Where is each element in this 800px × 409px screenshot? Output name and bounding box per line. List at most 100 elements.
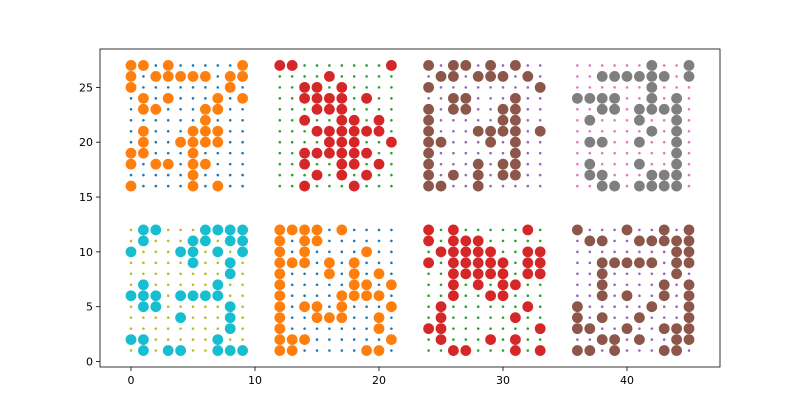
data-point-small	[576, 75, 579, 78]
data-point-small	[365, 228, 368, 232]
data-point-small	[377, 86, 381, 89]
data-point-large	[324, 312, 335, 324]
data-point-large	[423, 136, 434, 148]
data-point-small	[129, 272, 133, 276]
data-point-large	[683, 312, 695, 324]
x-tick-label: 30	[496, 374, 510, 387]
data-point-small	[526, 338, 530, 341]
data-point-small	[216, 118, 220, 122]
data-point-large	[187, 180, 199, 192]
data-point-small	[538, 338, 542, 341]
data-point-small	[452, 184, 455, 188]
data-point-large	[448, 345, 459, 356]
data-point-small	[166, 283, 170, 287]
data-point-small	[390, 349, 393, 352]
data-point-small	[675, 75, 678, 78]
data-point-small	[315, 327, 319, 330]
data-point-small	[662, 272, 666, 276]
data-point-large	[497, 114, 509, 126]
data-point-large	[286, 334, 298, 345]
data-point-large	[212, 345, 224, 356]
data-point-large	[534, 257, 546, 269]
data-point-large	[336, 147, 348, 159]
data-point-large	[138, 334, 149, 345]
data-point-small	[377, 184, 381, 188]
data-point-small	[576, 108, 579, 111]
data-point-large	[485, 290, 496, 302]
data-point-small	[501, 97, 505, 100]
data-point-small	[464, 316, 468, 319]
data-point-small	[588, 250, 592, 254]
data-point-large	[671, 235, 682, 247]
data-point-small	[514, 250, 517, 254]
data-point-small	[191, 272, 195, 276]
data-point-large	[274, 334, 286, 345]
data-point-large	[187, 136, 199, 148]
data-point-small	[154, 250, 158, 254]
data-point-small	[576, 272, 579, 276]
data-point-large	[634, 114, 645, 126]
data-point-small	[501, 316, 505, 319]
data-point-small	[228, 64, 232, 67]
data-point-small	[241, 108, 244, 111]
data-point-small	[625, 108, 629, 111]
data-point-large	[671, 323, 682, 335]
data-point-large	[386, 301, 397, 313]
data-point-large	[224, 81, 236, 93]
data-point-small	[278, 140, 282, 144]
data-point-small	[625, 338, 629, 341]
data-point-small	[290, 75, 294, 78]
point-layer	[125, 60, 695, 356]
data-point-small	[241, 305, 244, 308]
data-point-small	[625, 64, 629, 67]
data-point-small	[328, 294, 331, 298]
data-point-small	[501, 151, 505, 155]
data-point-small	[216, 173, 220, 177]
data-point-large	[658, 180, 670, 192]
data-point-small	[662, 151, 666, 155]
data-point-large	[224, 323, 236, 335]
data-point-small	[476, 118, 480, 122]
data-point-small	[290, 151, 294, 155]
data-point-small	[439, 129, 443, 133]
data-point-small	[464, 283, 468, 287]
data-point-large	[373, 290, 385, 302]
data-point-small	[576, 64, 579, 67]
y-tick-label: 25	[79, 81, 93, 94]
x-tick-label: 10	[248, 374, 262, 387]
data-point-small	[600, 64, 604, 67]
data-point-small	[464, 327, 468, 330]
data-point-small	[675, 305, 678, 308]
data-point-large	[460, 60, 472, 71]
data-point-small	[166, 239, 170, 243]
data-point-large	[274, 279, 286, 291]
data-point-small	[142, 261, 145, 265]
data-point-large	[348, 114, 360, 126]
data-point-large	[138, 224, 149, 236]
data-point-small	[600, 129, 604, 133]
data-point-small	[588, 228, 592, 232]
data-point-small	[638, 283, 641, 287]
data-point-small	[166, 294, 170, 298]
y-tick-label: 5	[86, 301, 93, 314]
data-point-large	[522, 224, 534, 236]
data-point-small	[613, 327, 616, 330]
data-point-large	[671, 334, 682, 345]
data-point-small	[526, 294, 530, 298]
data-point-large	[150, 224, 162, 236]
data-point-small	[638, 129, 641, 133]
data-point-small	[303, 294, 306, 298]
data-point-small	[278, 108, 282, 111]
data-point-large	[584, 345, 596, 356]
data-point-small	[600, 349, 604, 352]
data-point-small	[315, 64, 319, 67]
data-point-large	[212, 180, 224, 192]
data-point-large	[237, 235, 249, 247]
data-point-large	[671, 158, 682, 170]
data-point-small	[166, 173, 170, 177]
data-point-small	[613, 151, 616, 155]
data-point-large	[472, 169, 484, 181]
data-point-small	[204, 86, 207, 89]
data-point-large	[584, 114, 596, 126]
data-point-large	[175, 136, 187, 148]
